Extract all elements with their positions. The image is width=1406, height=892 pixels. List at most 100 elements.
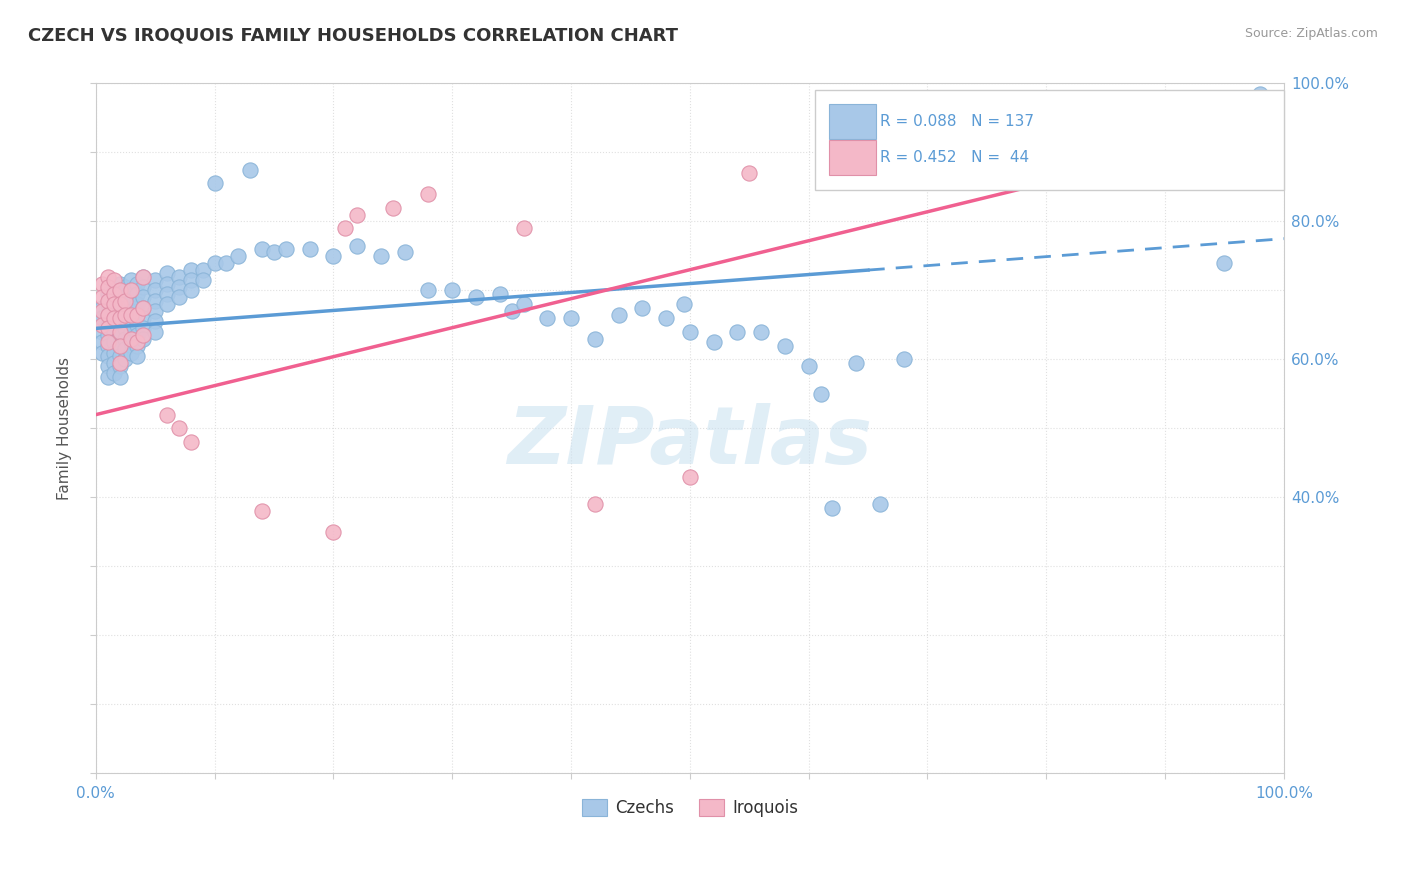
Text: Source: ZipAtlas.com: Source: ZipAtlas.com [1244,27,1378,40]
Point [679,325,702,339]
Point [560,311,582,326]
Point [90,311,112,326]
Point [180,273,202,287]
Point [655,311,678,326]
Point [346,208,368,222]
Point [127,308,149,322]
Point [103,286,125,301]
Point [725,325,748,339]
FancyBboxPatch shape [814,90,1284,190]
Point [143,325,166,339]
Point [381,201,404,215]
Point [167,280,190,294]
Point [127,349,149,363]
Point [156,297,179,311]
Point [97,293,120,308]
Point [120,325,142,339]
Point [703,335,725,350]
Point [250,504,273,518]
Point [108,338,131,352]
Point [810,387,832,401]
Point [97,286,120,301]
Legend: Czechs, Iroquois: Czechs, Iroquois [575,792,804,823]
Point [127,297,149,311]
Point [821,166,844,180]
Point [465,290,488,304]
Point [103,366,125,380]
Point [108,356,131,370]
Point [108,328,131,343]
Point [143,293,166,308]
Point [97,328,120,343]
Point [108,277,131,291]
Point [108,297,131,311]
Point [180,284,202,298]
Point [97,297,120,311]
Point [120,308,142,322]
Point [869,497,891,511]
Point [103,325,125,339]
Point [501,304,523,318]
Point [97,280,120,294]
Point [204,256,226,270]
Point [97,321,120,335]
Point [335,221,357,235]
Point [1249,87,1271,101]
Text: CZECH VS IROQUOIS FAMILY HOUSEHOLDS CORRELATION CHART: CZECH VS IROQUOIS FAMILY HOUSEHOLDS CORR… [28,27,678,45]
Point [394,245,416,260]
Point [120,304,142,318]
Point [114,280,136,294]
Point [672,297,695,311]
Point [108,369,131,384]
Text: ZIPatlas: ZIPatlas [508,403,872,482]
Point [132,280,155,294]
Point [90,325,112,339]
Point [108,338,131,352]
Point [322,524,344,539]
Point [120,284,142,298]
Point [90,318,112,332]
Point [250,242,273,256]
Point [114,308,136,322]
Point [103,314,125,328]
Point [143,284,166,298]
Point [97,308,120,322]
Point [97,318,120,332]
Point [132,311,155,326]
Point [108,284,131,298]
Point [512,297,534,311]
Point [97,359,120,374]
Point [90,335,112,350]
Point [114,301,136,315]
Point [583,332,606,346]
Point [127,335,149,350]
Point [90,290,112,304]
Point [114,352,136,367]
Point [127,328,149,343]
Point [120,345,142,359]
Point [228,249,250,263]
Point [114,321,136,335]
Point [583,497,606,511]
Point [536,311,558,326]
Point [114,332,136,346]
Point [204,177,226,191]
Point [132,321,155,335]
Point [120,332,142,346]
Point [108,311,131,326]
Point [108,308,131,322]
Point [132,269,155,284]
Point [797,359,820,374]
Point [274,242,297,256]
Point [132,328,155,343]
Point [103,284,125,298]
Point [607,308,630,322]
Point [108,349,131,363]
Point [114,293,136,308]
Point [679,469,702,483]
Point [90,301,112,315]
Point [127,338,149,352]
Point [167,290,190,304]
Point [103,297,125,311]
Point [418,284,440,298]
